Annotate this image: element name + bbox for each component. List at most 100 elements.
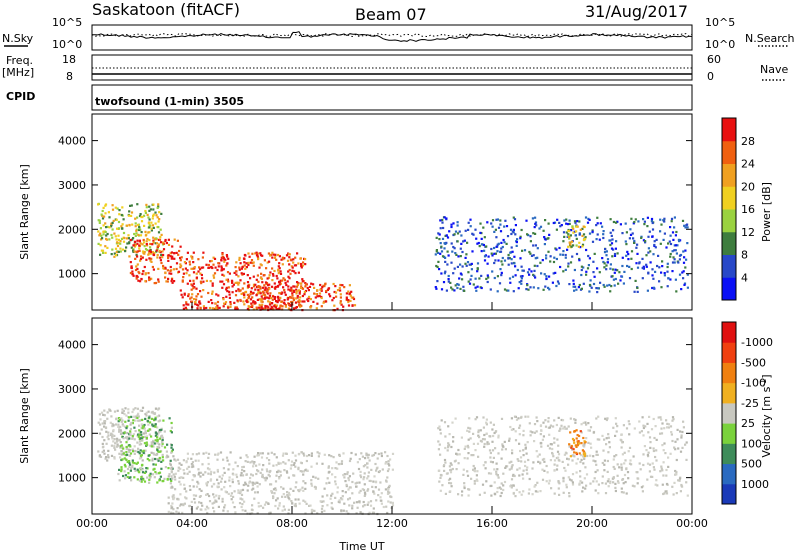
echo-cell (166, 269, 169, 272)
echo-cell (267, 252, 270, 255)
echo-cell (250, 488, 254, 491)
echo-cell (686, 242, 689, 245)
echo-cell (145, 441, 148, 444)
echo-cell (171, 255, 174, 258)
echo-cell (123, 470, 126, 473)
echo-cell (543, 469, 546, 472)
echo-cell (140, 433, 143, 436)
echo-cell (614, 434, 617, 437)
echo-cell (518, 426, 521, 429)
echo-cell (211, 266, 214, 270)
echo-cell (245, 473, 248, 476)
echo-cell (127, 411, 130, 414)
echo-cell (202, 251, 205, 254)
echo-cell (527, 415, 530, 418)
echo-cell (242, 272, 245, 275)
echo-cell (274, 489, 278, 492)
echo-cell (455, 468, 458, 471)
echo-cell (132, 244, 135, 247)
echo-cell (233, 490, 236, 493)
echo-cell (552, 425, 555, 428)
echo-cell (279, 304, 282, 307)
echo-cell (268, 274, 271, 277)
echo-cell (171, 502, 174, 505)
echo-cell (268, 301, 271, 304)
echo-cell (157, 407, 161, 410)
echo-cell (133, 467, 136, 470)
echo-cell (280, 292, 283, 295)
echo-cell (677, 238, 680, 241)
echo-cell (545, 464, 548, 468)
echo-cell (662, 492, 665, 496)
echo-cell (480, 440, 483, 443)
echo-cell (131, 422, 134, 425)
echo-cell (457, 283, 460, 286)
echo-cell (259, 285, 262, 288)
echo-cell (356, 481, 359, 484)
echo-cell (238, 281, 241, 284)
echo-cell (158, 437, 161, 440)
echo-cell (121, 423, 124, 426)
echo-cell (674, 244, 677, 247)
echo-cell (252, 462, 255, 465)
echo-cell (388, 464, 391, 467)
echo-cell (242, 292, 245, 295)
echo-cell (647, 431, 650, 434)
echo-cell (147, 272, 150, 275)
echo-cell (496, 474, 499, 477)
echo-cell (113, 438, 116, 441)
echo-cell (103, 452, 106, 455)
echo-cell (686, 226, 689, 229)
echo-cell (443, 247, 446, 250)
echo-cell (449, 477, 452, 480)
echo-cell (489, 288, 492, 291)
echo-cell (477, 429, 480, 432)
echo-cell (522, 454, 525, 457)
echo-cell (649, 261, 652, 264)
echo-cell (642, 267, 645, 270)
echo-cell (567, 262, 570, 265)
echo-cell (251, 296, 254, 299)
echo-cell (236, 465, 239, 468)
echo-cell (619, 223, 622, 226)
echo-cell (606, 284, 609, 287)
echo-cell (588, 283, 592, 287)
echo-cell (158, 428, 161, 432)
echo-cell (510, 478, 514, 481)
echo-cell (292, 298, 295, 302)
echo-cell (126, 453, 129, 456)
echo-cell (676, 438, 679, 441)
echo-cell (169, 252, 172, 255)
echo-cell (239, 456, 242, 459)
echo-cell (114, 235, 117, 238)
echo-cell (216, 470, 219, 473)
echo-cell (599, 222, 602, 225)
echo-cell (118, 468, 121, 471)
echo-cell (158, 479, 161, 482)
echo-cell (449, 482, 453, 485)
echo-cell (673, 216, 676, 219)
echo-cell (672, 418, 675, 421)
echo-cell (686, 286, 689, 289)
echo-cell (131, 437, 134, 440)
echo-cell (436, 265, 439, 269)
echo-cell (131, 448, 134, 451)
echo-cell (144, 234, 147, 237)
echo-cell (225, 278, 228, 281)
echo-cell (601, 225, 604, 228)
echo-cell (280, 300, 284, 303)
echo-cell (628, 423, 631, 426)
echo-cell (123, 431, 126, 434)
echo-cell (154, 457, 157, 461)
echo-cell (445, 234, 448, 237)
echo-cell (226, 278, 229, 281)
echo-cell (630, 250, 634, 253)
echo-cell (462, 285, 465, 288)
echo-cell (187, 294, 190, 298)
echo-cell (461, 265, 464, 268)
echo-cell (107, 456, 110, 459)
echo-cell (353, 304, 357, 307)
echo-cell (561, 419, 565, 422)
echo-cell (274, 287, 277, 290)
echo-cell (553, 221, 557, 224)
